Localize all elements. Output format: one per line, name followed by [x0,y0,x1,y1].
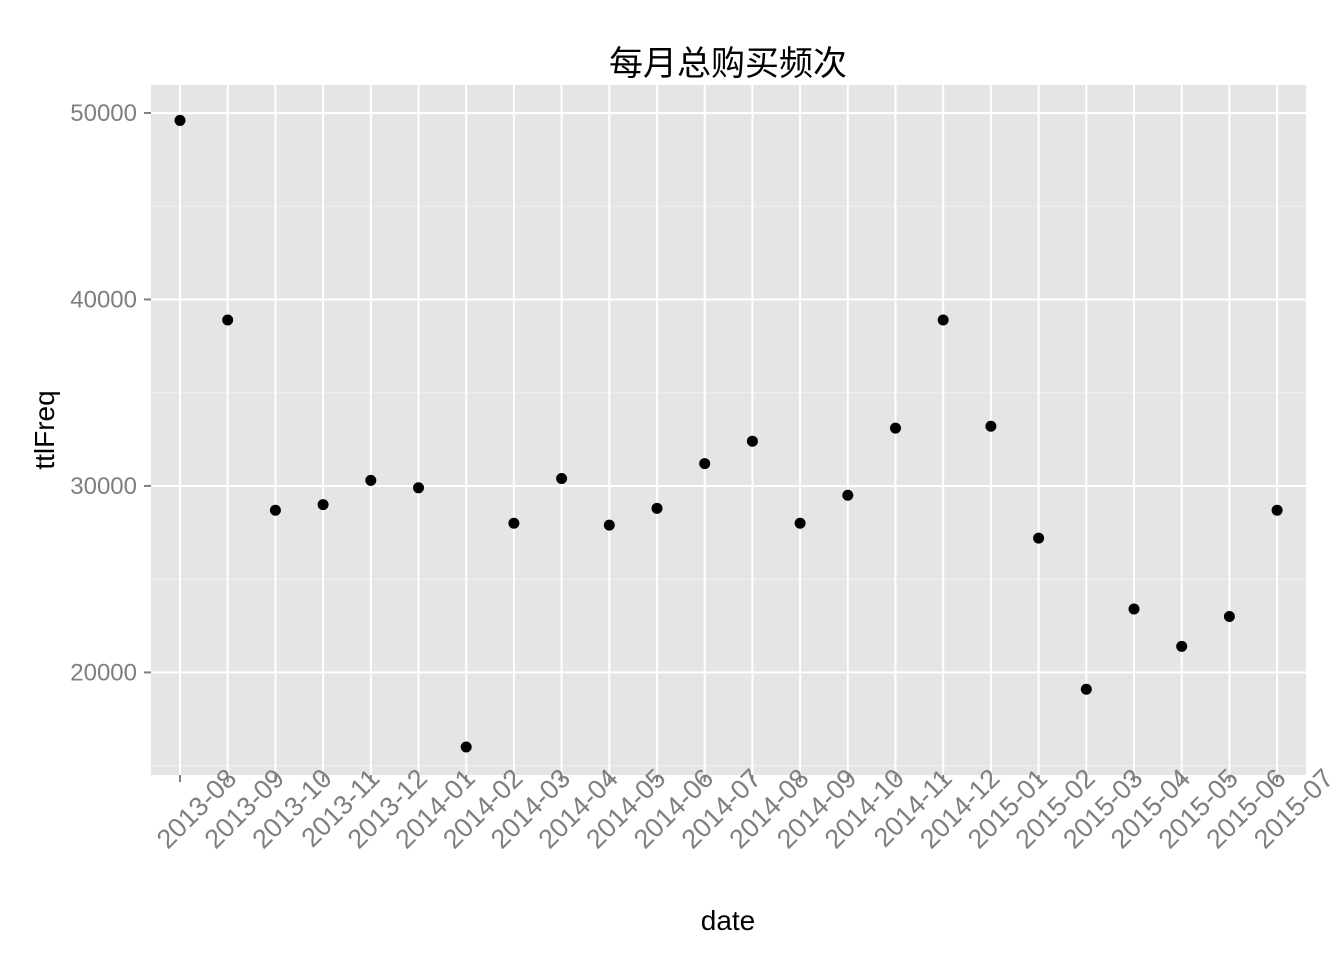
data-points [174,114,1283,753]
data-point [937,314,949,326]
x-axis-title: date [701,905,756,936]
data-point [1223,610,1235,622]
y-tick-label: 30000 [70,473,137,500]
data-point [317,499,329,511]
data-point [269,504,281,516]
data-point [1176,640,1188,652]
data-point [1080,683,1092,695]
x-tick-labels: 2013-082013-092013-102013-112013-122014-… [151,763,1339,854]
data-point [842,489,854,501]
y-axis-title: ttlFreq [29,390,60,469]
data-point [413,482,424,494]
y-tick-label: 50000 [70,100,137,127]
data-point [985,420,997,432]
data-point [365,474,377,486]
data-point [794,517,806,529]
plot-panel [151,85,1306,775]
data-point [651,502,663,514]
data-point [460,741,472,753]
data-point [1271,504,1283,516]
data-point [890,422,901,434]
major-gridlines [151,85,1306,775]
data-point [603,519,615,531]
y-tick-labels: 20000 30000 40000 50000 [70,100,137,686]
y-tick-label: 20000 [70,659,137,686]
data-point [746,435,758,447]
axis-ticks [144,111,1279,782]
data-point [174,114,186,126]
data-point [222,314,234,326]
data-point [699,458,711,470]
data-point [1128,603,1140,615]
data-point [556,472,568,484]
data-point [1033,532,1045,544]
data-point [508,517,520,529]
y-tick-label: 40000 [70,286,137,313]
chart-title: 每月总购买频次 [609,44,847,84]
minor-gridlines [151,205,1306,767]
